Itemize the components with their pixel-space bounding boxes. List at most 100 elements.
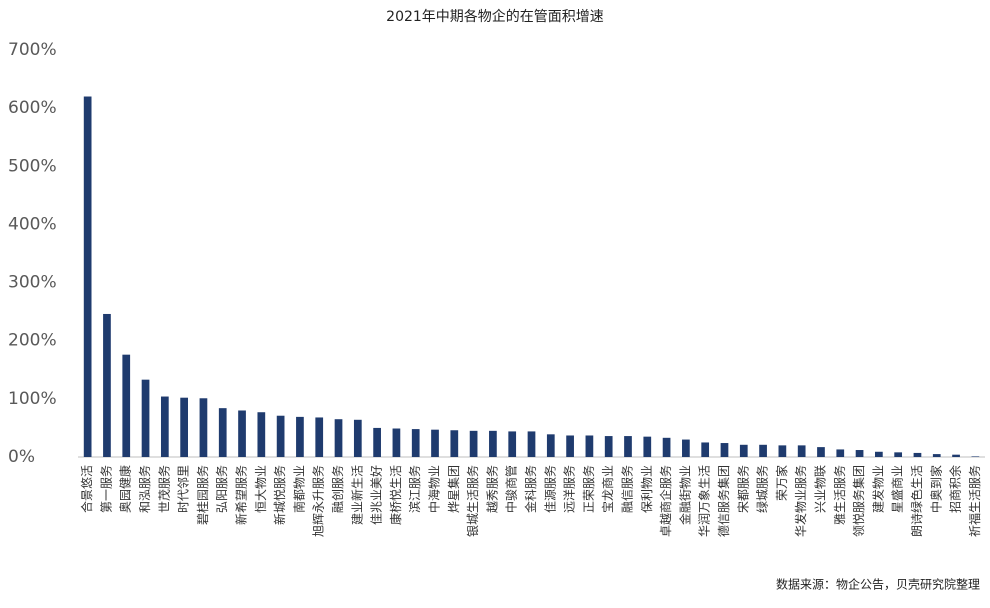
x-tick-label: 烨星集团 — [446, 465, 461, 513]
x-tick-label: 融创服务 — [330, 465, 345, 513]
x-tick-label: 德信服务集团 — [716, 465, 731, 537]
bar — [566, 435, 574, 457]
x-tick-label: 金科服务 — [523, 465, 538, 513]
bar — [604, 436, 613, 457]
x-tick-label: 佳兆业美好 — [370, 465, 384, 525]
bar — [199, 398, 208, 457]
bar — [141, 379, 150, 457]
bar — [276, 415, 285, 457]
bar — [392, 428, 401, 457]
y-tick-label: 0% — [8, 447, 35, 467]
bar — [83, 96, 92, 457]
x-tick-label: 中骏商管 — [504, 465, 519, 513]
x-tick-label: 康桥悦生活 — [388, 465, 403, 525]
bar — [913, 452, 922, 457]
bar — [450, 430, 459, 457]
y-tick-label: 200% — [8, 331, 57, 351]
x-tick-label: 奥园健康 — [118, 465, 133, 513]
x-tick-label: 碧桂园服务 — [195, 465, 210, 525]
bar — [353, 419, 362, 457]
x-tick-label: 第一服务 — [98, 465, 113, 513]
x-tick-label: 朗诗绿色生活 — [909, 465, 924, 537]
x-tick-label: 越秀服务 — [484, 465, 499, 513]
bar — [160, 396, 169, 457]
bar — [315, 417, 324, 457]
x-tick-label: 正荣服务 — [581, 465, 596, 513]
x-tick-label: 绿城服务 — [755, 465, 770, 513]
x-tick-label: 金融街物业 — [677, 465, 692, 525]
bar — [431, 429, 439, 457]
x-tick-label: 中海物业 — [427, 465, 442, 513]
bar — [411, 429, 420, 457]
x-tick-label: 宋都服务 — [735, 465, 750, 513]
x-tick-label: 建业新生活 — [349, 465, 364, 525]
bar — [875, 451, 883, 457]
x-tick-label: 荣万家 — [774, 465, 789, 501]
bar — [778, 445, 787, 457]
y-tick-label: 300% — [8, 273, 57, 293]
bar — [759, 444, 767, 457]
x-tick-label: 时代邻里 — [177, 465, 191, 513]
bar — [122, 354, 131, 457]
bar — [238, 410, 246, 457]
x-tick-label: 南都物业 — [291, 465, 306, 513]
x-tick-label: 星盛商业 — [890, 465, 905, 513]
bar — [797, 445, 806, 457]
x-tick-label: 新希望服务 — [234, 465, 249, 525]
x-tick-label: 银城生活服务 — [465, 465, 480, 537]
bar — [180, 397, 188, 457]
x-tick-label: 融信服务 — [619, 465, 634, 513]
bar — [682, 439, 690, 457]
source-note: 数据来源：物企公告，贝壳研究院整理 — [776, 577, 980, 592]
x-tick-label: 兴业物联 — [813, 465, 827, 513]
bar — [527, 431, 536, 457]
x-tick-label: 世茂服务 — [156, 465, 171, 513]
x-tick-label: 旭辉永升服务 — [311, 465, 326, 537]
x-tick-label: 和泓服务 — [137, 465, 152, 513]
bar — [739, 444, 748, 457]
x-tick-label: 恒大物业 — [254, 465, 268, 513]
x-tick-label: 中奥到家 — [928, 465, 943, 513]
x-tick-label: 卓越商企服务 — [658, 465, 673, 537]
bar — [624, 436, 632, 457]
bar — [701, 442, 710, 457]
bar — [296, 416, 304, 457]
y-tick-label: 400% — [8, 214, 57, 234]
bar — [662, 437, 671, 457]
bar — [508, 431, 517, 457]
bar — [218, 408, 227, 457]
x-tick-label: 新城悦服务 — [272, 465, 287, 525]
x-tick-label: 滨江服务 — [407, 465, 422, 513]
x-tick-label: 远洋服务 — [562, 465, 577, 513]
x-tick-label: 保利物业 — [640, 465, 654, 513]
x-tick-label: 招商积余 — [948, 465, 963, 513]
bar — [971, 456, 980, 457]
x-tick-label: 建发物业 — [870, 465, 885, 513]
x-tick-label: 宝龙商业 — [600, 465, 615, 513]
x-tick-label: 弘阳服务 — [214, 465, 229, 513]
y-tick-label: 500% — [8, 156, 57, 176]
bar — [817, 447, 825, 457]
bar — [932, 454, 941, 457]
x-tick-label: 华润万象生活 — [698, 465, 712, 537]
bar — [855, 450, 864, 457]
bar — [546, 434, 555, 457]
x-tick-label: 华发物业服务 — [793, 465, 808, 537]
bar — [334, 419, 343, 457]
bar — [894, 452, 903, 457]
x-tick-label: 雅生活服务 — [832, 465, 847, 525]
x-tick-label: 祈福生活服务 — [967, 465, 982, 537]
bar — [469, 430, 478, 457]
bar — [257, 412, 266, 457]
bar — [489, 430, 497, 457]
x-tick-label: 合景悠活 — [79, 465, 94, 513]
bar — [836, 449, 845, 457]
bar — [720, 443, 729, 457]
bar — [103, 313, 111, 457]
chart-title: 2021年中期各物企的在管面积增速 — [386, 8, 604, 25]
x-tick-label: 佳源服务 — [542, 465, 557, 513]
y-tick-label: 100% — [8, 389, 57, 409]
y-tick-label: 700% — [8, 40, 57, 60]
x-tick-label: 领悦服务集团 — [851, 465, 866, 537]
